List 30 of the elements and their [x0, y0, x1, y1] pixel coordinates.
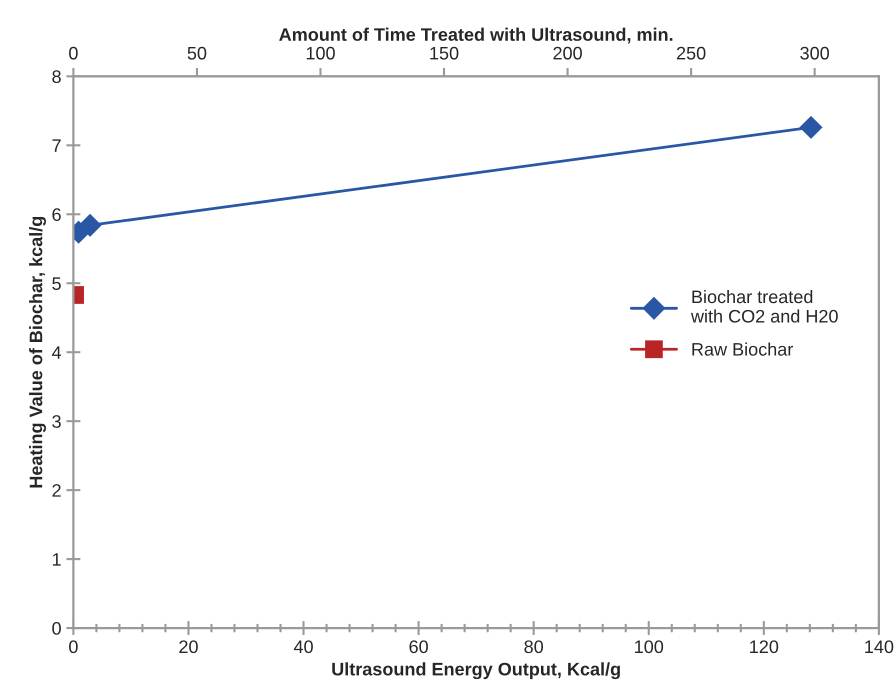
- point: [800, 116, 822, 139]
- x2-tick-label: 200: [553, 46, 582, 60]
- x2-tick-label: 150: [430, 46, 458, 60]
- y-tick-label: 2: [52, 484, 61, 497]
- x-tick-label: 60: [409, 640, 428, 654]
- y-tick-label: 1: [52, 553, 61, 566]
- y-tick-label: 3: [52, 415, 61, 428]
- x-tick-label: 0: [69, 640, 78, 654]
- x2-axis-title: Amount of Time Treated with Ultrasound, min.: [279, 28, 672, 44]
- y-tick-label: 7: [52, 139, 61, 152]
- x-tick-label: 40: [294, 640, 313, 654]
- x-tick-label: 100: [635, 640, 664, 654]
- x-tick-label: 120: [750, 640, 778, 654]
- x-axis-title: Ultrasound Energy Output, Kcal/g: [332, 662, 620, 680]
- y-axis-title: Heating Value of Biochar, kcal/g: [29, 216, 46, 488]
- x-tick-label: 80: [524, 640, 544, 654]
- x2-tick-label: 100: [306, 46, 335, 60]
- y-tick-label: 5: [52, 277, 61, 290]
- x-tick-label: 20: [179, 640, 198, 654]
- x2-tick-label: 0: [69, 46, 78, 60]
- x2-tick-label: 300: [800, 46, 830, 60]
- legend-label: Biochar treated with CO2 and H20: [690, 290, 838, 323]
- x2-tick-label: 250: [676, 46, 706, 60]
- y-tick-label: 4: [52, 346, 62, 359]
- x-tick-label: 140: [865, 640, 894, 654]
- legend-label: Raw Biochar: [692, 342, 794, 356]
- y-tick-label: 0: [52, 622, 61, 635]
- x2-tick-label: 50: [188, 46, 206, 60]
- y-tick-label: 6: [52, 208, 61, 221]
- y-tick-label: 8: [52, 70, 61, 84]
